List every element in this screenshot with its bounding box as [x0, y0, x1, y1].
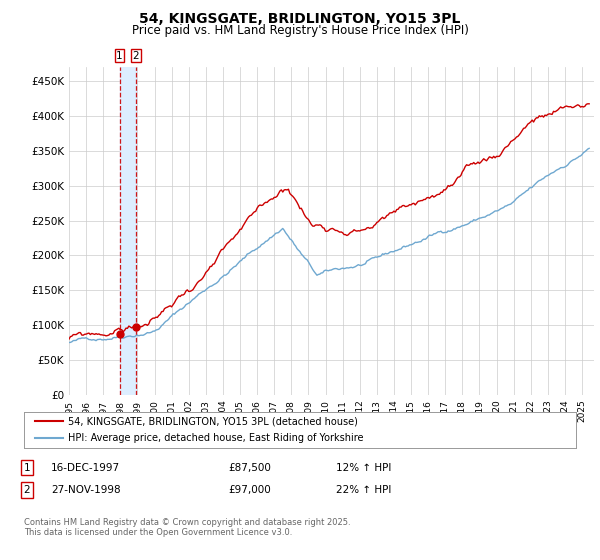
Text: £87,500: £87,500: [228, 463, 271, 473]
Text: £97,000: £97,000: [228, 485, 271, 495]
Bar: [119, 67, 136, 395]
Text: 27-NOV-1998: 27-NOV-1998: [51, 485, 121, 495]
Text: Price paid vs. HM Land Registry's House Price Index (HPI): Price paid vs. HM Land Registry's House …: [131, 24, 469, 36]
Text: 1: 1: [23, 463, 31, 473]
Text: 12% ↑ HPI: 12% ↑ HPI: [336, 463, 391, 473]
Text: 54, KINGSGATE, BRIDLINGTON, YO15 3PL (detached house): 54, KINGSGATE, BRIDLINGTON, YO15 3PL (de…: [68, 417, 358, 426]
Text: HPI: Average price, detached house, East Riding of Yorkshire: HPI: Average price, detached house, East…: [68, 433, 364, 443]
Text: 2: 2: [133, 50, 139, 60]
Text: 1: 1: [116, 50, 123, 60]
Text: 54, KINGSGATE, BRIDLINGTON, YO15 3PL: 54, KINGSGATE, BRIDLINGTON, YO15 3PL: [139, 12, 461, 26]
Text: 2: 2: [23, 485, 31, 495]
Text: 16-DEC-1997: 16-DEC-1997: [51, 463, 120, 473]
Text: Contains HM Land Registry data © Crown copyright and database right 2025.
This d: Contains HM Land Registry data © Crown c…: [24, 518, 350, 538]
Text: 22% ↑ HPI: 22% ↑ HPI: [336, 485, 391, 495]
